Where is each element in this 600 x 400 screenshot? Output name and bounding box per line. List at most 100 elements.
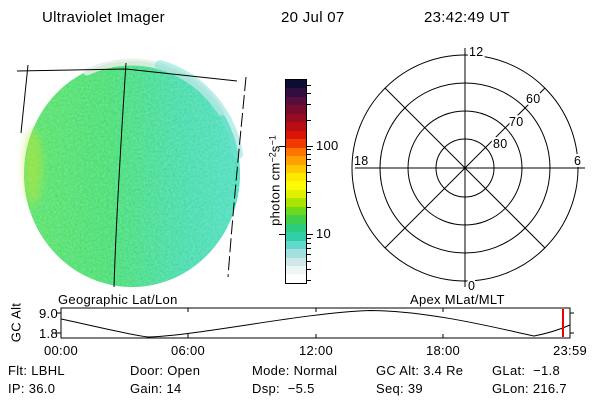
grid-meridian-center	[113, 62, 127, 288]
strip-chart-frame	[60, 307, 571, 339]
colorbar-band	[286, 122, 306, 131]
colorbar-minor-tick	[307, 260, 311, 262]
colorbar-minor-tick	[307, 192, 311, 193]
status-dsp: Dsp: −5.5	[252, 381, 315, 396]
strip-ylabel: GC Alt	[8, 302, 24, 343]
colorbar-band	[286, 265, 306, 275]
colorbar-band	[286, 232, 306, 241]
colorbar-band	[286, 198, 306, 207]
colorbar-band	[286, 189, 306, 199]
disk-speckle-green	[24, 61, 240, 287]
colorbar-minor-tick	[307, 149, 311, 150]
colorbar-band	[286, 96, 306, 106]
strip-xtick-0000: 00:00	[43, 343, 79, 358]
strip-xtick-2359: 23:59	[552, 343, 588, 358]
polar-lat-60: 60	[526, 92, 541, 106]
colorbar-band	[286, 215, 306, 224]
colorbar-tick-label: 100	[316, 138, 339, 153]
colorbar-band	[286, 156, 306, 165]
polar-hour-0: 0	[468, 279, 475, 293]
gc-alt-strip-chart	[56, 307, 574, 339]
colorbar-band	[286, 206, 306, 216]
colorbar-band	[286, 223, 306, 233]
colorbar-bands	[285, 79, 307, 284]
status-mode: Mode: Normal	[252, 363, 338, 378]
colorbar-minor-tick	[307, 172, 311, 173]
strip-xtick-1200: 12:00	[298, 343, 334, 358]
status-glon: GLon: 216.7	[492, 381, 567, 396]
polar-caption: Apex MLat/MLT	[410, 292, 505, 307]
status-glat: GLat: −1.8	[492, 363, 560, 378]
colorbar-band	[286, 88, 306, 97]
status-seq: Seq: 39	[376, 381, 423, 396]
colorbar-band	[286, 80, 306, 89]
gc-alt-curve	[60, 309, 571, 338]
colorbar-major-tick	[307, 234, 313, 235]
page-title: Ultraviolet Imager	[42, 9, 165, 26]
colorbar-major-tick-left	[279, 146, 285, 147]
apex-polar-plot: 12 18 6 0 60 70 80	[351, 43, 585, 295]
colorbar-minor-tick	[307, 242, 311, 244]
status-ip: IP: 36.0	[8, 381, 56, 396]
colorbar-minor-tick	[307, 207, 311, 208]
colorbar-band	[286, 181, 306, 190]
unit-s: s	[267, 145, 283, 153]
status-door: Door: Open	[130, 363, 201, 378]
status-gain: Gain: 14	[130, 381, 182, 396]
colorbar-major-tick	[307, 146, 313, 147]
colorbar-minor-tick	[307, 279, 311, 281]
colorbar-band	[286, 164, 306, 173]
colorbar-minor-tick	[307, 154, 311, 155]
colorbar-band	[286, 249, 306, 258]
colorbar-major-tick-left	[279, 234, 285, 235]
polar-diagonal-nw	[384, 87, 546, 249]
colorbar-band	[286, 172, 306, 182]
colorbar-tick-label: 10	[316, 226, 332, 241]
strip-ytick-9: 9.0	[39, 306, 58, 321]
colorbar-minor-tick	[307, 119, 311, 121]
uv-disk-image	[16, 58, 247, 288]
status-flt: Flt: LBHL	[8, 363, 65, 378]
polar-lat-80: 80	[493, 137, 508, 151]
disk-caption: Geographic Lat/Lon	[58, 292, 178, 307]
disk-top-cyan-fringe	[155, 60, 243, 159]
unit-prefix: photon cm	[267, 162, 283, 226]
colorbar-minor-tick	[307, 159, 311, 160]
strip-xtick-0600: 06:00	[170, 343, 206, 358]
colorbar-unit-label: photon cm−2s−1	[268, 121, 283, 241]
polar-hour-18: 18	[354, 154, 369, 168]
colorbar-minor-tick	[307, 253, 311, 255]
colorbar-band	[286, 113, 306, 123]
colorbar-minor-tick	[307, 269, 311, 270]
colorbar-minor-tick	[307, 84, 311, 86]
colorbar-minor-tick	[307, 238, 311, 239]
colorbar-band	[286, 139, 306, 148]
strip-xtick-1800: 18:00	[425, 343, 461, 358]
unit-exponent-2: −2	[267, 152, 278, 163]
colorbar-minor-tick	[307, 247, 311, 249]
colorbar-band	[286, 240, 306, 250]
colorbar-minor-tick	[307, 165, 311, 166]
grid-meridian-left	[20, 64, 29, 134]
header-time-ut: 23:42:49 UT	[424, 9, 510, 26]
colorbar-band	[286, 105, 306, 114]
colorbar-minor-tick	[307, 104, 311, 105]
colorbar-band	[286, 130, 306, 140]
colorbar-ticks: 100 10	[307, 79, 341, 282]
strip-ytick-1_8: 1.8	[39, 326, 58, 341]
status-gc-alt: GC Alt: 3.4 Re	[376, 363, 464, 378]
header-date: 20 Jul 07	[281, 9, 345, 26]
disk-yellow-streak	[24, 129, 42, 205]
unit-exponent-1: −1	[267, 135, 278, 146]
colorbar-minor-tick	[307, 181, 311, 182]
colorbar-ticks-left	[279, 79, 285, 282]
polar-hour-12: 12	[469, 45, 484, 59]
colorbar-band	[286, 274, 306, 283]
colorbar-minor-tick	[307, 93, 311, 94]
colorbar-band	[286, 257, 306, 266]
colorbar-band	[286, 147, 306, 157]
grid-meridian-right	[227, 76, 247, 278]
polar-hour-6: 6	[574, 154, 581, 168]
polar-lat-70: 70	[509, 115, 524, 129]
